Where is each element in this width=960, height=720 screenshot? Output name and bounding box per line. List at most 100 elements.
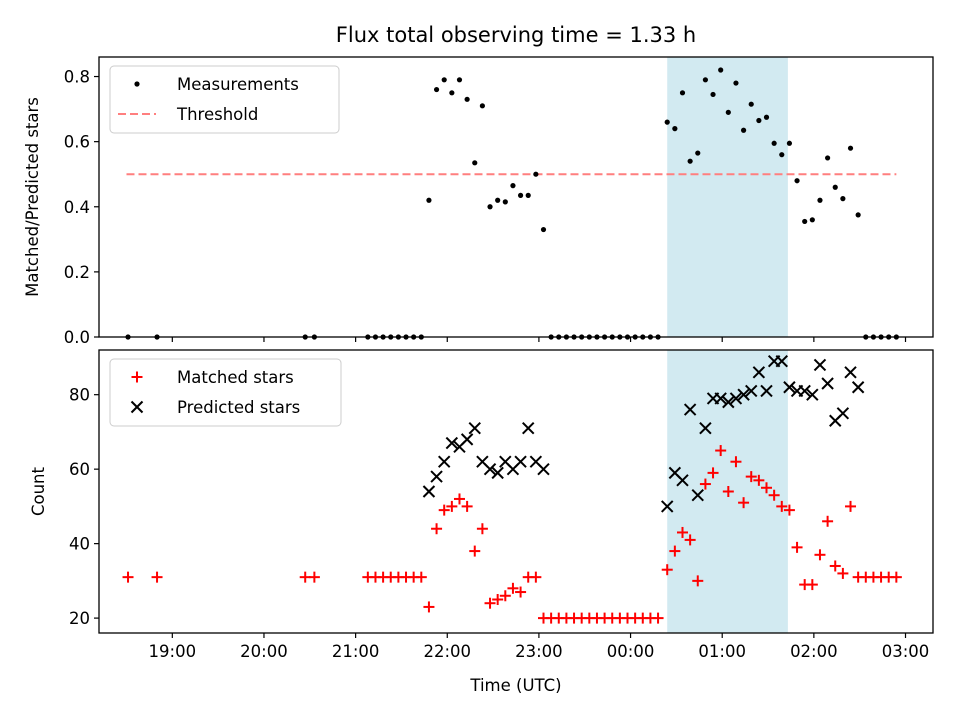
predicted-stars-point <box>844 366 857 379</box>
x-tick-label: 21:00 <box>332 642 380 661</box>
observing-span-fill <box>667 57 788 337</box>
measurement-point <box>449 90 455 96</box>
matched-stars-point <box>530 571 542 583</box>
legend-box <box>109 65 340 134</box>
x-axis-label: Time (UTC) <box>469 676 561 695</box>
matched-stars-point <box>453 493 465 505</box>
matched-stars-point <box>461 500 473 512</box>
measurement-point <box>479 103 485 109</box>
measurement-point <box>740 127 747 133</box>
predicted-stars-point <box>438 455 451 468</box>
measurement-point <box>695 150 701 156</box>
matched-stars-point <box>738 497 750 509</box>
matched-stars-point <box>829 560 841 572</box>
measurement-point <box>855 212 861 218</box>
y-tick-label: 80 <box>69 386 90 405</box>
measurement-point <box>763 114 770 120</box>
legend-box <box>109 358 342 427</box>
matched-stars-point <box>423 601 435 613</box>
predicted-stars-point <box>752 366 766 379</box>
measurement-point <box>718 67 724 73</box>
measurement-point <box>809 217 815 223</box>
matched-stars-point <box>745 471 757 483</box>
predicted-stars-point <box>491 466 504 480</box>
predicted-stars-point <box>691 489 704 502</box>
measurement-point <box>679 90 686 96</box>
predicted-stars-point <box>522 421 535 435</box>
measurement-point <box>540 226 547 233</box>
y-tick-label: 20 <box>69 609 90 628</box>
measurement-point <box>525 192 531 198</box>
matched-stars-point <box>669 545 681 557</box>
count-y-axis: 20 40 60 80 <box>69 386 99 628</box>
matched-stars-point <box>806 579 818 591</box>
measurement-point <box>779 152 785 158</box>
matched-stars-point <box>791 541 803 553</box>
matched-stars-point <box>415 571 427 583</box>
legend-label: Matched stars <box>177 368 294 387</box>
matched-stars-point <box>692 575 704 587</box>
measurement-point <box>510 183 516 189</box>
measurement-point <box>464 96 470 102</box>
ratio-y-label: Matched/Predicted stars <box>23 97 42 297</box>
predicted-stars-point <box>813 358 827 372</box>
ratio-x-axis <box>171 337 907 342</box>
legend-label: Measurements <box>177 75 299 94</box>
matched-stars-point <box>676 526 688 538</box>
x-tick-label: 19:00 <box>149 642 197 661</box>
y-tick-label: 0.8 <box>64 68 90 87</box>
legend-matched-marker <box>131 371 143 383</box>
predicted-stars-point <box>806 388 819 401</box>
predicted-stars-point <box>783 381 796 394</box>
ratio-panel: 0.00.20.40.60.8 Matched/Predicted stars … <box>23 56 934 347</box>
predicted-stars-point <box>430 470 443 483</box>
measurement-point <box>832 184 838 190</box>
y-tick-label: 0.2 <box>64 263 90 282</box>
matched-stars-point <box>684 534 696 546</box>
predicted-stars-point <box>836 407 850 420</box>
predicted-stars-point <box>737 388 750 401</box>
matched-stars-point <box>845 500 857 512</box>
predicted-stars-point <box>729 392 743 405</box>
y-tick-label: 0.4 <box>64 198 90 217</box>
count-x-axis: 19:00 20:00 21:00 22:00 23:00 00:00 01:00 02:00… <box>149 633 929 661</box>
observing-span-top <box>667 57 788 337</box>
predicted-stars-point <box>483 462 497 476</box>
measurement-point <box>756 117 762 124</box>
matched-stars-point <box>122 571 134 583</box>
matched-stars-point <box>753 474 765 486</box>
predicted-stars-point <box>661 500 674 513</box>
count-marks <box>122 354 902 624</box>
legend-predicted-marker <box>130 400 144 414</box>
predicted-stars-point <box>676 474 689 487</box>
matched-stars-point <box>661 564 673 576</box>
measurement-point <box>441 77 447 83</box>
measurement-point <box>702 77 709 83</box>
x-tick-label: 02:00 <box>790 642 838 661</box>
matched-stars-point <box>507 582 519 594</box>
legend-measurements-marker <box>134 81 140 87</box>
measurement-point <box>733 80 739 86</box>
matched-stars-point <box>492 593 504 605</box>
matched-stars-point <box>730 456 742 468</box>
measurement-point <box>502 199 508 205</box>
matched-stars-point <box>761 482 773 494</box>
count-legend: Matched stars Predicted stars <box>109 358 342 427</box>
matched-stars-point <box>783 504 795 516</box>
matched-stars-point <box>814 549 826 561</box>
ratio-marks <box>125 67 899 340</box>
measurement-point <box>487 204 493 210</box>
x-tick-label: 20:00 <box>240 642 288 661</box>
measurement-point <box>802 218 808 225</box>
predicted-stars-point <box>514 455 527 468</box>
matched-stars-point <box>484 597 496 609</box>
measurement-point <box>840 196 846 202</box>
y-tick-label: 60 <box>69 460 90 479</box>
measurement-point <box>533 171 539 177</box>
x-tick-label: 00:00 <box>607 642 655 661</box>
matched-stars-point <box>499 590 511 602</box>
count-y-label: Count <box>29 466 48 516</box>
predicted-stars-point <box>798 384 811 398</box>
predicted-stars-point <box>537 462 550 476</box>
ratio-axes-frame <box>98 56 934 338</box>
